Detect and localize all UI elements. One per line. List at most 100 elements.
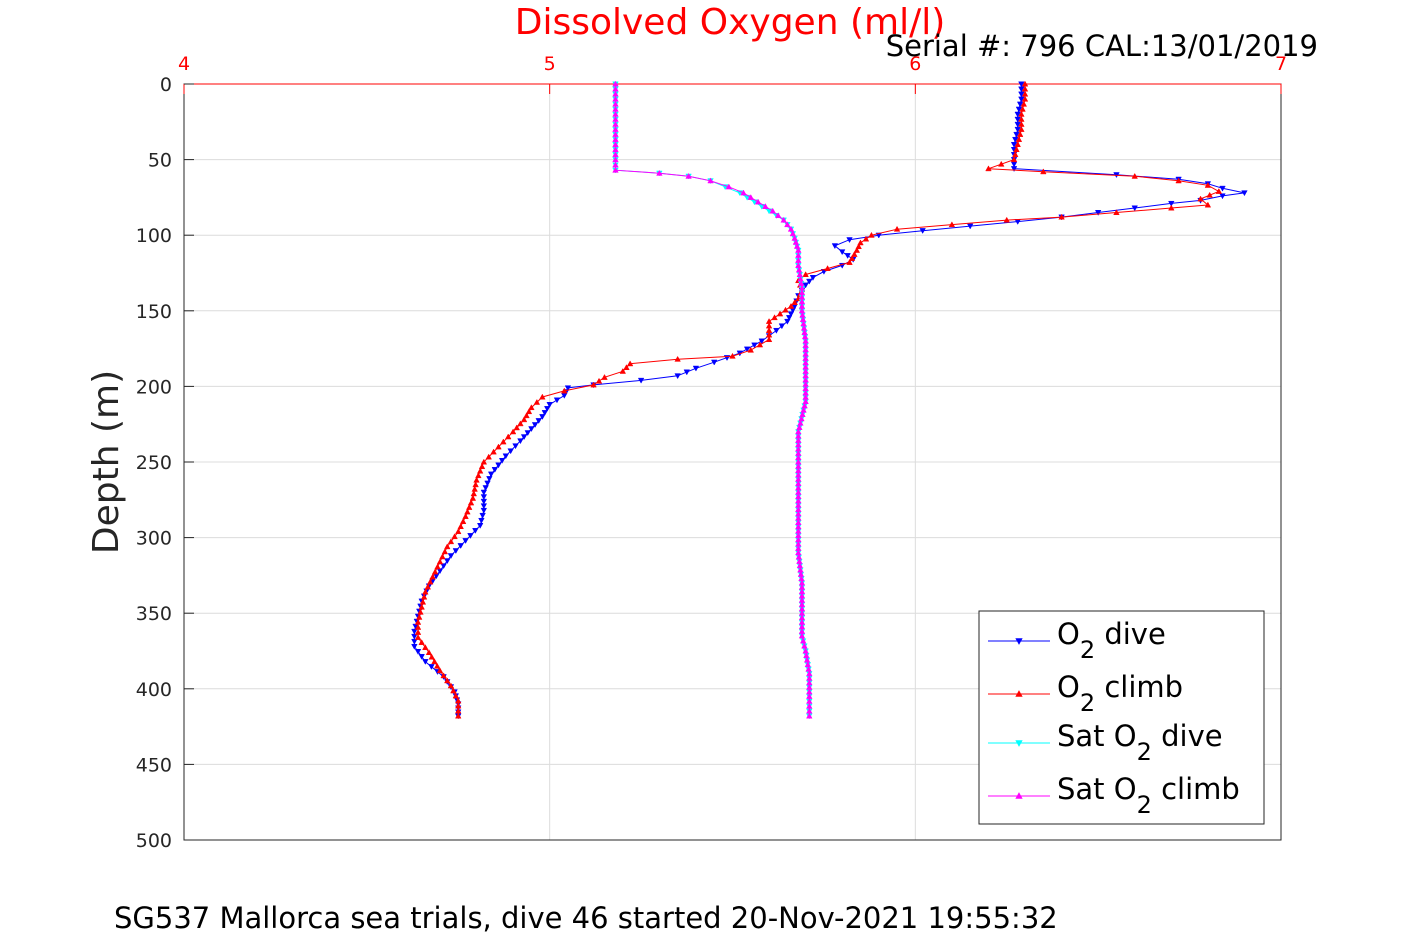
data-point (462, 513, 469, 519)
data-point (800, 406, 807, 413)
data-point (472, 481, 479, 488)
data-point (1010, 141, 1018, 148)
data-point (419, 598, 427, 605)
data-point (417, 608, 424, 615)
chart-subtitle: Serial #: 796 CAL:13/01/2019 (886, 29, 1318, 63)
data-point (564, 385, 572, 392)
data-point (771, 314, 778, 321)
data-point (656, 169, 663, 176)
data-point (470, 490, 478, 497)
data-point (1018, 96, 1025, 103)
data-point (776, 310, 784, 317)
data-point (478, 463, 486, 470)
data-point (787, 302, 795, 309)
data-point (1013, 131, 1020, 138)
data-point (778, 323, 786, 330)
data-point (590, 381, 597, 388)
data-point (784, 221, 791, 228)
data-point (774, 212, 782, 219)
y-tick-label: 300 (136, 528, 172, 550)
data-point (1204, 181, 1212, 188)
data-point (802, 282, 809, 289)
x-axis-ticks: 4 5 6 7 (178, 53, 1287, 94)
data-point (1040, 168, 1047, 175)
data-point (685, 172, 692, 179)
data-point (998, 160, 1005, 167)
data-point (441, 548, 449, 555)
data-point (893, 225, 901, 232)
data-point (1175, 177, 1182, 184)
data-point (1113, 209, 1120, 216)
data-point (1016, 131, 1024, 137)
data-point (422, 644, 429, 650)
legend-swatch-marker (1015, 792, 1023, 799)
data-point (799, 637, 807, 644)
data-point (1014, 116, 1021, 123)
legend-label: Sat O2 climb (1057, 772, 1240, 819)
data-point (502, 453, 510, 460)
data-point (851, 251, 858, 257)
data-point (674, 355, 681, 362)
data-point (500, 438, 507, 445)
data-point (1021, 95, 1029, 102)
data-point (710, 359, 718, 366)
data-point (1058, 213, 1065, 220)
data-point (426, 578, 434, 585)
data-point (495, 443, 502, 450)
data-point (478, 517, 485, 524)
data-point (523, 412, 530, 419)
data-point (471, 485, 478, 492)
data-point (765, 336, 773, 343)
data-point (539, 414, 546, 420)
legend-label: Sat O2 dive (1057, 719, 1223, 766)
data-point (637, 377, 645, 384)
data-point (467, 533, 474, 539)
data-point (524, 430, 531, 437)
data-point (806, 712, 813, 719)
data-point (619, 367, 627, 374)
data-point (495, 462, 502, 469)
data-point (797, 419, 804, 426)
data-point (546, 402, 553, 408)
data-point (480, 494, 488, 501)
chart-title: Dissolved Oxygen (ml/l) (515, 2, 946, 43)
data-point (626, 360, 634, 367)
data-point (482, 485, 489, 492)
data-point (418, 654, 425, 660)
data-point (846, 237, 853, 244)
data-point (789, 230, 797, 237)
data-point (476, 523, 484, 529)
data-point (791, 299, 798, 305)
data-point (457, 543, 464, 549)
data-point (544, 406, 551, 412)
data-point (520, 416, 528, 423)
data-point (469, 494, 477, 501)
data-point (553, 397, 561, 404)
legend-box (978, 610, 1265, 825)
data-point (452, 692, 460, 699)
y-tick-label: 350 (136, 603, 172, 625)
data-point (802, 271, 809, 278)
data-point (490, 448, 497, 455)
data-point (480, 498, 488, 505)
data-point (444, 677, 451, 684)
data-point (431, 568, 439, 575)
data-point (475, 472, 482, 479)
data-point (531, 422, 539, 429)
data-point (743, 346, 751, 353)
data-point (416, 613, 423, 620)
data-point (479, 512, 486, 519)
data-point (1241, 190, 1248, 197)
data-point (486, 476, 493, 482)
data-point (520, 434, 528, 441)
data-point (747, 194, 755, 200)
series-o2-climb (414, 80, 1223, 719)
data-point (740, 189, 747, 196)
data-point (480, 507, 488, 514)
data-point (804, 661, 812, 668)
y-tick-label: 500 (136, 830, 172, 852)
data-point (440, 563, 447, 570)
data-point (561, 387, 568, 394)
data-point (803, 652, 810, 659)
data-point (465, 504, 473, 510)
